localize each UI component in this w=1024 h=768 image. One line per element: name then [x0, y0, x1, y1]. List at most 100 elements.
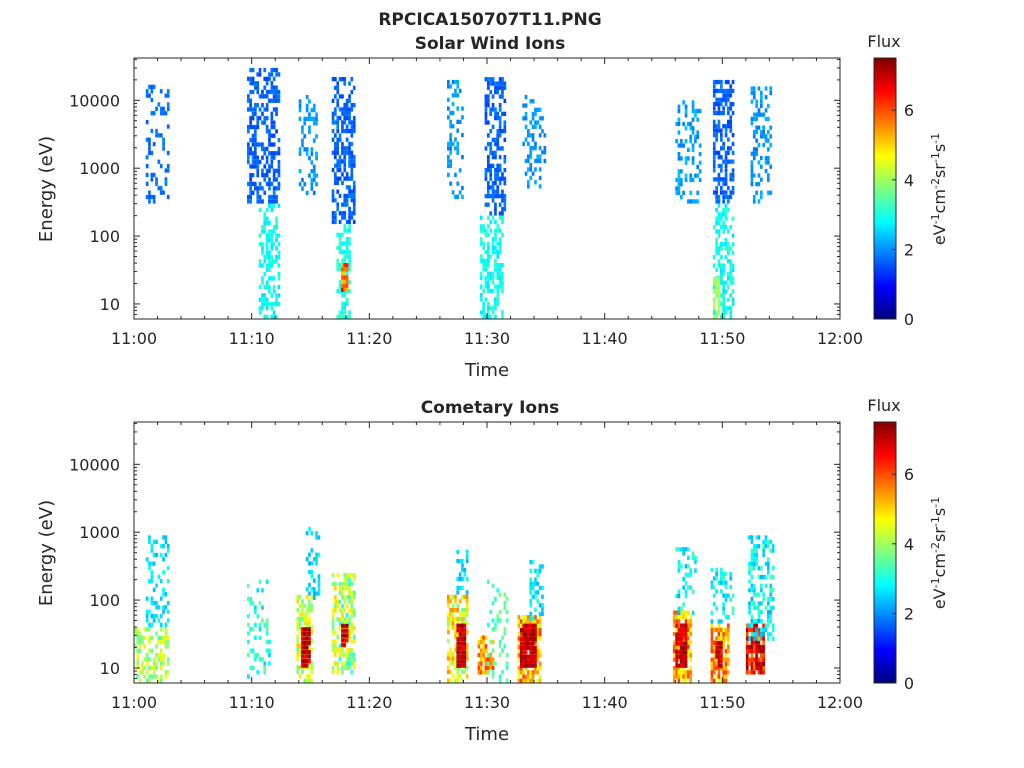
heatmap-cell: [750, 566, 754, 571]
heatmap-cell: [254, 186, 257, 191]
heatmap-cell: [487, 98, 490, 103]
heatmap-cell: [348, 211, 351, 216]
heatmap-cell: [350, 193, 354, 199]
heatmap-cell: [491, 103, 495, 108]
heatmap-cell: [760, 666, 763, 671]
heatmap-cell: [350, 163, 354, 168]
heatmap-cell: [684, 173, 688, 178]
heatmap-cell: [519, 666, 523, 671]
heatmap-cell: [341, 172, 344, 177]
heatmap-cell: [536, 666, 540, 671]
heatmap-cell: [159, 652, 163, 658]
heatmap-cell: [710, 580, 714, 585]
heatmap-cell: [166, 635, 170, 640]
heatmap-cell: [675, 190, 678, 195]
heatmap-cell: [461, 623, 464, 628]
heatmap-cell: [341, 623, 344, 629]
heatmap-cell: [522, 641, 525, 646]
heatmap-cell: [134, 644, 137, 649]
heatmap-cell: [348, 206, 351, 212]
heatmap-cell: [345, 581, 349, 587]
heatmap-cell: [720, 137, 723, 142]
heatmap-cell: [270, 111, 274, 116]
heatmap-cell: [272, 190, 276, 195]
heatmap-cell: [345, 267, 349, 272]
heatmap-cell: [261, 276, 264, 281]
heatmap-cell: [258, 107, 262, 112]
heatmap-cell: [249, 627, 252, 632]
heatmap-cell: [338, 94, 342, 99]
heatmap-cell: [348, 621, 351, 626]
heatmap-cell: [722, 181, 725, 186]
heatmap-cell: [496, 137, 500, 142]
heatmap-cell: [254, 103, 257, 108]
heatmap-cell: [136, 674, 140, 679]
heatmap-cell: [275, 301, 278, 307]
heatmap-cell: [343, 638, 347, 643]
heatmap-cell: [494, 142, 497, 147]
heatmap-cell: [720, 84, 723, 89]
heatmap-cell: [458, 654, 462, 659]
heatmap-cell: [538, 627, 542, 633]
heatmap-cell: [755, 592, 758, 597]
heatmap-cell: [345, 656, 349, 662]
heatmap-cell: [494, 207, 497, 212]
heatmap-cell: [258, 627, 262, 632]
heatmap-cell: [684, 547, 688, 552]
heatmap-cell: [247, 583, 250, 589]
heatmap-cell: [463, 628, 467, 633]
heatmap-cell: [249, 116, 252, 121]
heatmap-cell: [148, 190, 151, 195]
heatmap-cell: [717, 310, 721, 315]
heatmap-cell: [345, 297, 349, 302]
heatmap-cell: [350, 103, 354, 108]
heatmap-cell: [731, 159, 735, 164]
heatmap-cell: [767, 610, 770, 615]
heatmap-cell: [449, 84, 452, 89]
heatmap-cell: [722, 627, 725, 633]
heatmap-cell: [536, 678, 540, 683]
heatmap-cell: [519, 663, 523, 668]
heatmap-cell: [447, 97, 450, 102]
heatmap-cell: [256, 120, 260, 125]
heatmap-cell: [752, 544, 756, 549]
heatmap-cell: [536, 670, 540, 675]
heatmap-cell: [675, 593, 678, 599]
heatmap-cell: [261, 120, 264, 125]
heatmap-cell: [348, 193, 351, 199]
heatmap-cell: [348, 652, 351, 657]
heatmap-cell: [712, 653, 716, 658]
heatmap-cell: [498, 107, 502, 112]
heatmap-cell: [487, 271, 490, 276]
heatmap-cell: [261, 588, 264, 593]
heatmap-cell: [338, 107, 342, 112]
heatmap-cell: [501, 271, 504, 276]
heatmap-cell: [315, 591, 318, 596]
heatmap-cell: [684, 581, 688, 586]
heatmap-cell: [341, 107, 344, 112]
heatmap-cell: [494, 314, 497, 319]
heatmap-cell: [767, 614, 770, 619]
heatmap-cell: [501, 94, 504, 99]
y-tick-label: 100: [89, 227, 120, 246]
heatmap-cell: [724, 102, 728, 107]
heatmap-cell: [536, 644, 540, 650]
heatmap-cell: [522, 141, 525, 146]
heatmap-cell: [465, 599, 469, 604]
heatmap-cell: [767, 138, 770, 143]
heatmap-cell: [750, 623, 754, 628]
heatmap-cell: [710, 584, 714, 590]
heatmap-cell: [258, 622, 262, 627]
heatmap-cell: [489, 314, 493, 319]
heatmap-cell: [277, 173, 281, 178]
heatmap-cell: [308, 616, 311, 622]
heatmap-cell: [261, 246, 264, 251]
heatmap-cell: [762, 657, 765, 662]
heatmap-cell: [724, 237, 728, 243]
heatmap-cell: [343, 77, 347, 82]
heatmap-cell: [487, 258, 490, 263]
heatmap-cell: [305, 103, 309, 108]
heatmap-cell: [712, 657, 716, 662]
heatmap-cell: [454, 634, 457, 639]
heatmap-cell: [531, 594, 535, 599]
